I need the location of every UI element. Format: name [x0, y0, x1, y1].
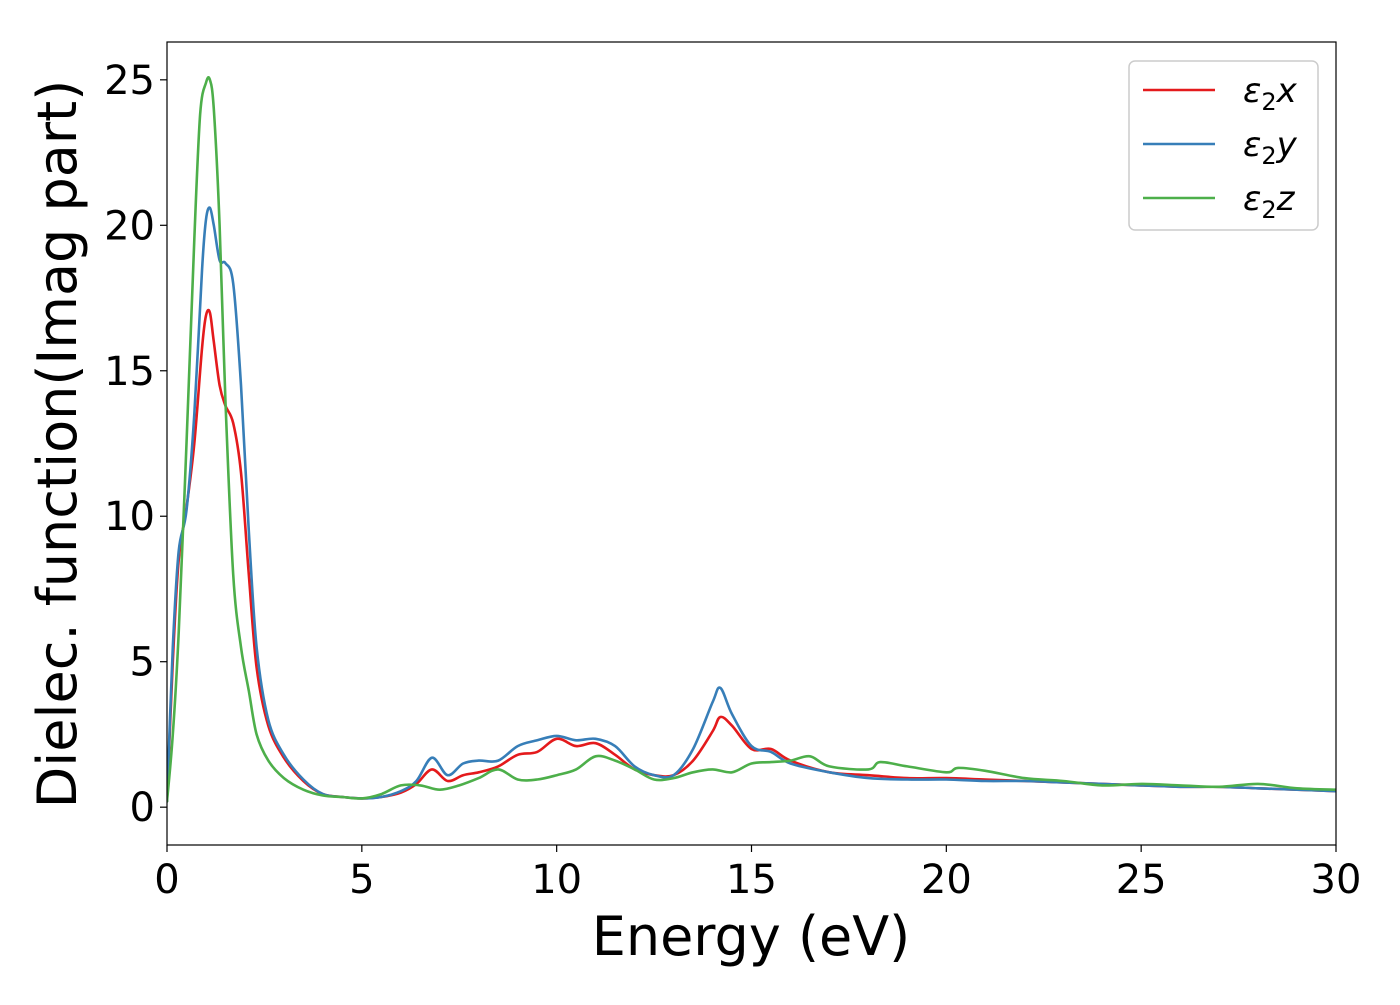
- series-layer: [167, 75, 1336, 803]
- y-tick-label: 20: [104, 203, 155, 249]
- x-tick-label: 30: [1311, 857, 1362, 903]
- y-axis-ticks: 0 5 10 15 20 25: [104, 58, 167, 831]
- x-tick-label: 15: [726, 857, 777, 903]
- x-axis-ticks: 0 5 10 15 20 25 30: [154, 845, 1361, 903]
- x-tick-label: 25: [1116, 857, 1167, 903]
- x-tick-label: 10: [531, 857, 582, 903]
- y-tick-label: 5: [130, 640, 155, 686]
- x-tick-label: 5: [349, 857, 374, 903]
- x-tick-label: 0: [154, 857, 179, 903]
- y-tick-label: 10: [104, 494, 155, 540]
- y-tick-label: 25: [104, 58, 155, 104]
- series-line-3: [167, 75, 1336, 803]
- x-tick-label: 20: [921, 857, 972, 903]
- legend: ε2x ε2y ε2z: [1128, 60, 1319, 231]
- series-line-2: [167, 206, 1336, 803]
- legend-label-2: ε2y: [1243, 125, 1298, 170]
- y-tick-label: 0: [130, 785, 155, 831]
- x-axis-label: Energy (eV): [592, 905, 911, 968]
- y-tick-label: 15: [104, 349, 155, 395]
- y-axis-label: Dielec. function(Imag part): [26, 80, 89, 809]
- legend-box: [1128, 60, 1319, 231]
- legend-label-3: ε2z: [1243, 179, 1296, 224]
- legend-label-1: ε2x: [1243, 71, 1298, 116]
- series-line-1: [167, 308, 1336, 803]
